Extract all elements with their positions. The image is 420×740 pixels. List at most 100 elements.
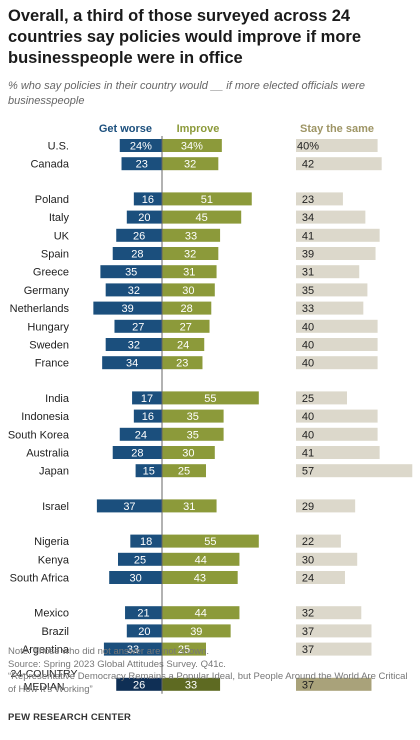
bar-same-mexico [296,606,362,620]
label-kenya: Kenya [38,554,70,566]
value-same-netherlands: 33 [302,303,314,315]
label-u-s: U.S. [48,141,69,153]
value-worse-spain: 28 [131,249,143,261]
value-improve-hungary: 27 [180,321,192,333]
bar-same-australia [296,446,380,459]
bar-same-france [296,356,378,370]
value-worse-india: 17 [141,393,153,405]
bar-same-israel [296,499,356,513]
bar-improve-nigeria [162,534,259,548]
value-same-kenya: 30 [302,554,314,566]
bar-worse-kenya [118,552,162,566]
value-worse-kenya: 25 [134,554,146,566]
value-improve-uk: 33 [185,230,197,242]
value-improve-south-africa: 43 [194,573,206,585]
value-same-indonesia: 40 [302,411,314,423]
bar-improve-india [162,391,259,405]
value-worse-greece: 35 [125,267,137,279]
bar-worse-australia [112,446,162,459]
value-same-hungary: 40 [302,321,314,333]
bar-same-sweden [296,338,378,351]
value-same-greece: 31 [302,267,314,279]
label-argentina: Argentina [22,644,70,656]
bar-worse-nigeria [130,534,162,548]
value-improve-italy: 45 [195,212,207,224]
value-same-nigeria: 22 [302,536,314,548]
value-improve-mexico: 44 [195,608,207,620]
chart-subtitle: % who say policies in their country woul… [8,80,366,107]
value-worse-italy: 20 [138,212,150,224]
bar-same-brazil [296,624,372,638]
value-worse-u-s: 24% [130,141,152,153]
value-improve-australia: 30 [182,448,194,460]
value-improve-greece: 31 [183,267,195,279]
value-same-australia: 41 [302,448,314,460]
value-worse-south-africa: 30 [129,573,141,585]
value-same-brazil: 37 [302,626,314,638]
value-worse-germany: 32 [128,285,140,297]
value-worse-australia: 28 [131,448,143,460]
value-worse-sweden: 32 [128,340,140,352]
bar-same-hungary [296,319,378,333]
bar-worse-argentina [103,642,162,656]
bar-worse-netherlands [93,301,162,315]
value-improve-germany: 30 [182,285,194,297]
bar-same-u-s [296,139,378,152]
credit-logo-text: PEW RESEARCH CENTER [8,712,132,723]
label-uk: UK [54,230,70,242]
bar-same-germany [296,283,368,297]
label-israel: Israel [42,501,69,513]
bar-same-south-korea [296,427,378,441]
bar-improve-kenya [162,552,240,566]
value-same-24-country-median: 37 [302,679,314,691]
label-australia: Australia [26,448,70,460]
value-improve-india: 55 [204,393,216,405]
bar-improve-argentina [162,642,206,656]
value-same-u-s: 40% [297,141,319,153]
value-worse-indonesia: 16 [142,411,154,423]
label-poland: Poland [35,194,69,206]
header-get-worse: Get worse [99,123,152,135]
value-improve-japan: 25 [178,466,190,478]
value-worse-argentina: 33 [127,644,139,656]
label-netherlands: Netherlands [10,303,70,315]
value-same-france: 40 [302,358,314,370]
bar-same-canada [296,157,382,171]
bar-worse-u-s [119,139,162,152]
bar-improve-france [162,356,203,370]
value-same-spain: 39 [302,249,314,261]
bar-same-poland [296,192,343,206]
label-germany: Germany [24,285,70,297]
value-same-uk: 41 [302,230,314,242]
value-worse-israel: 37 [123,501,135,513]
bar-improve-australia [162,446,215,459]
value-worse-france: 34 [126,358,138,370]
bar-improve-netherlands [162,301,212,315]
bar-worse-canada [121,157,162,171]
value-improve-south-korea: 35 [187,429,199,441]
value-same-israel: 29 [302,501,314,513]
value-worse-mexico: 21 [137,608,149,620]
label-france: France [35,358,69,370]
value-worse-south-korea: 24 [135,429,147,441]
bar-worse-spain [112,247,162,260]
value-improve-24-country-median: 33 [185,679,197,691]
bar-worse-japan [135,464,162,478]
label-mexico: Mexico [34,608,69,620]
bar-worse-france [102,356,162,370]
bar-worse-italy [126,210,162,224]
bar-same-japan [296,464,413,478]
header-stay-the-same: Stay the same [300,123,374,135]
label-spain: Spain [41,249,69,261]
bar-improve-uk [162,228,221,242]
value-improve-france: 23 [176,358,188,370]
chart-title: Overall, a third of those surveyed acros… [8,7,362,67]
label-median-line2: MEDIAN [24,681,65,693]
bar-worse-south-korea [119,427,162,441]
value-same-argentina: 37 [302,644,314,656]
bar-worse-south-africa [109,571,162,584]
bar-same-nigeria [296,534,341,548]
value-same-poland: 23 [302,194,314,206]
report-text: “Representative Democracy Remains a Popu… [8,671,408,695]
